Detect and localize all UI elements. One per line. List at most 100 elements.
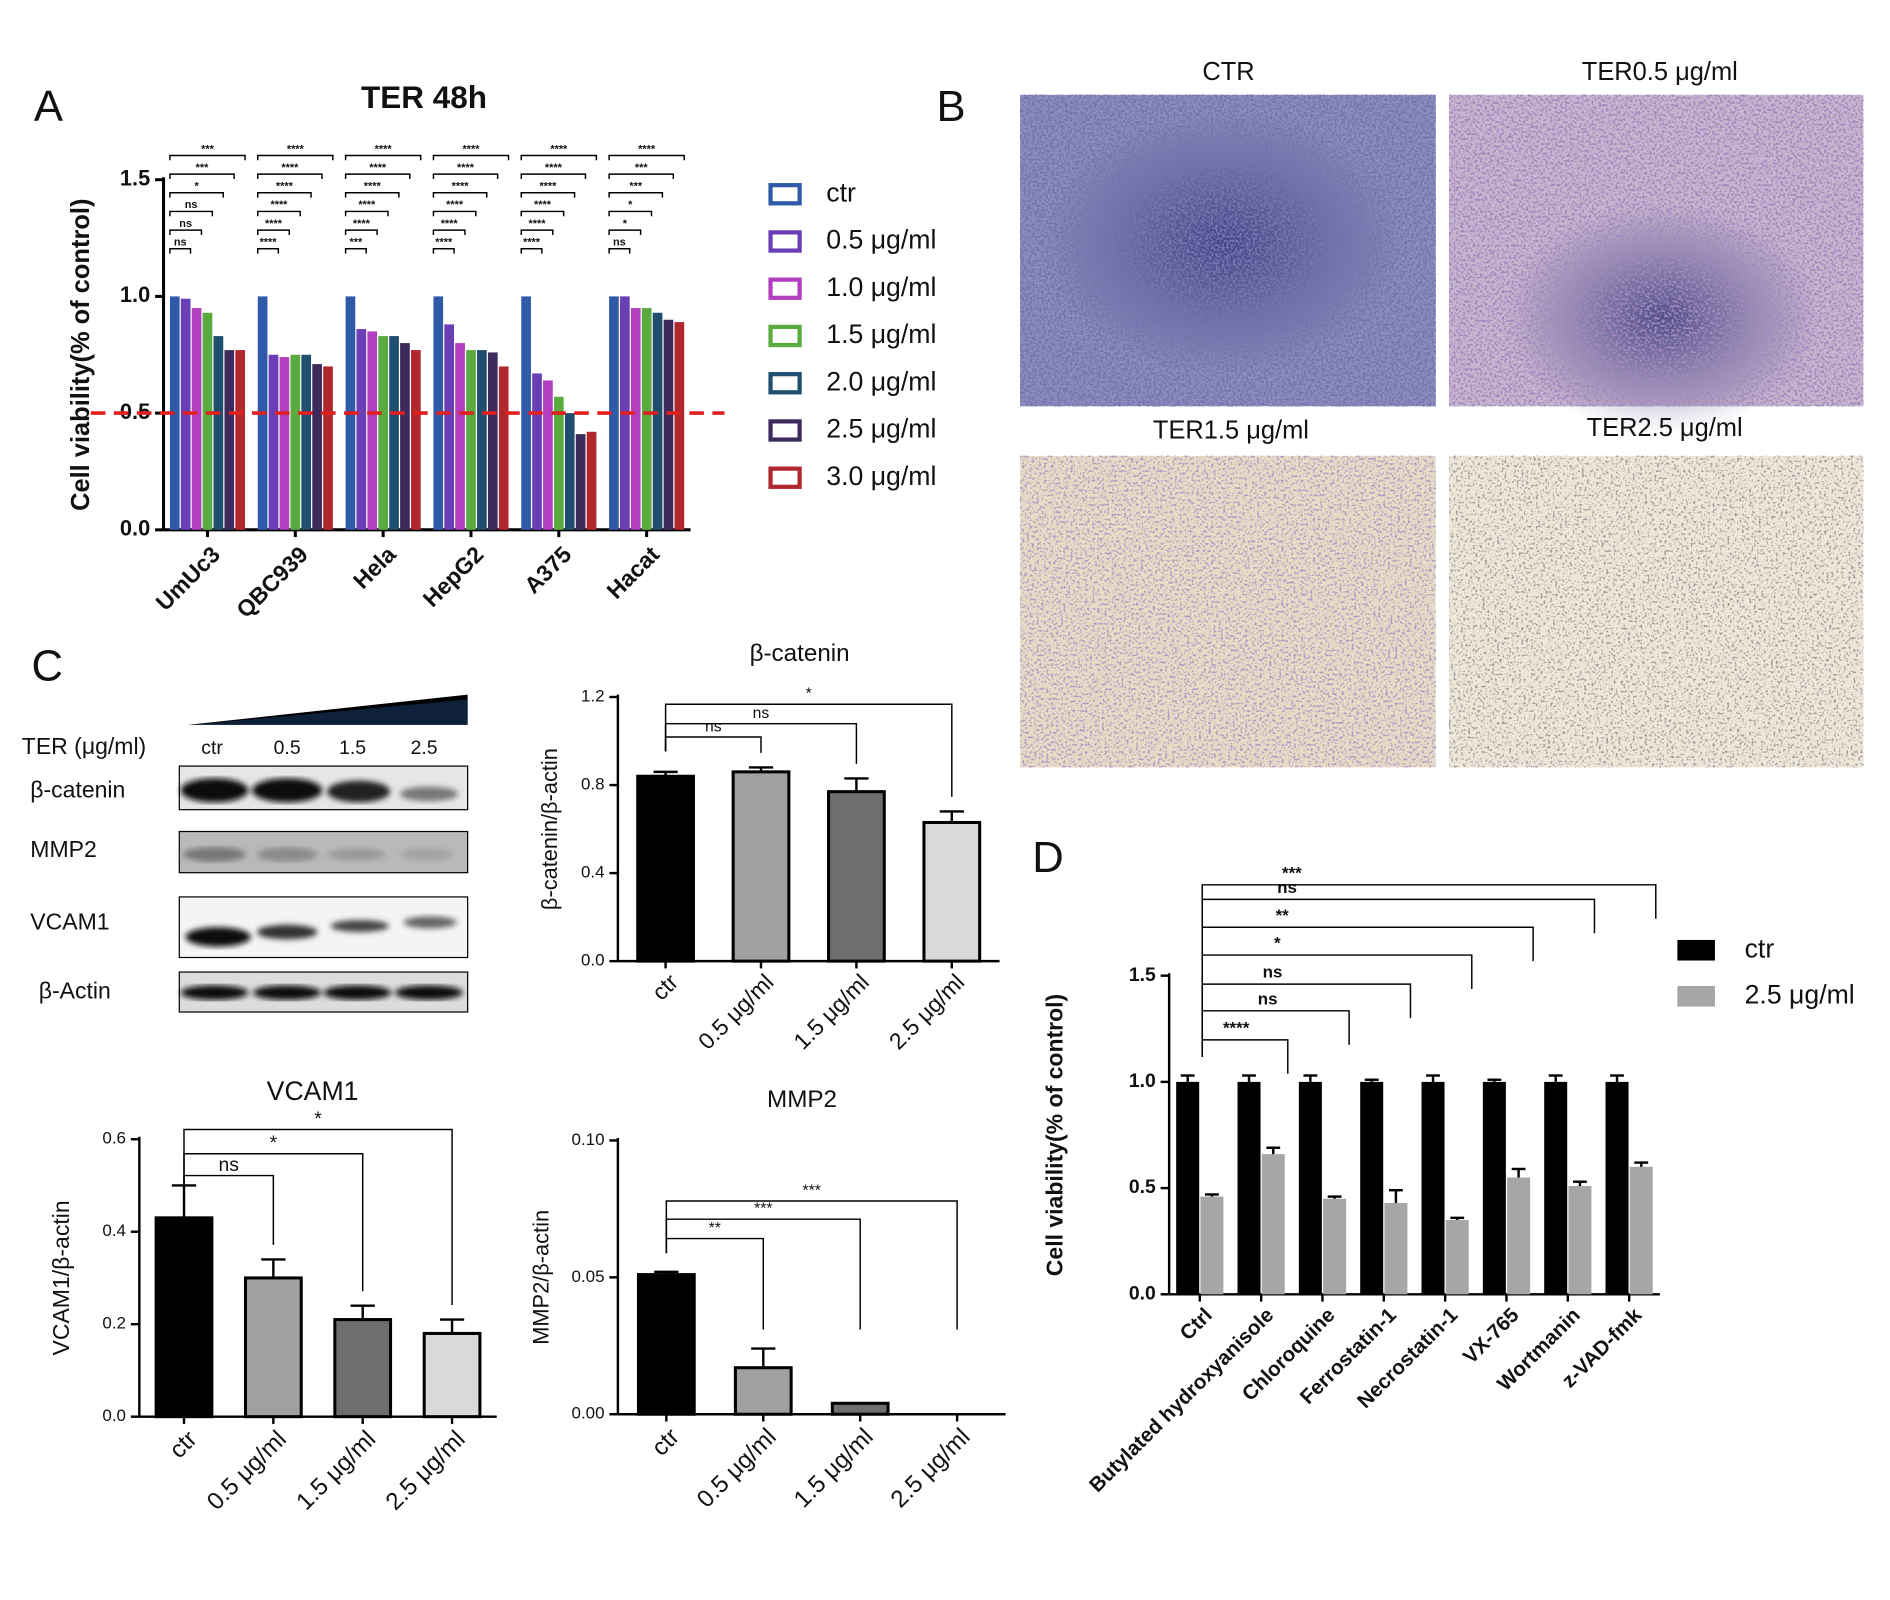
significance-label: ns [1277,878,1297,897]
y-tick-label: 0.2 [102,1314,126,1333]
band [180,985,249,1000]
bar [400,343,410,530]
bar [367,331,378,530]
x-tick-label: 0.5 μg/ml [692,1423,782,1513]
y-tick-label: 1.2 [581,687,605,706]
bar [224,350,235,530]
significance-bracket [608,229,642,235]
x-tick-label: UmUc3 [151,541,225,615]
bar [411,350,421,530]
lane-label: 2.5 [411,737,438,759]
lane-label: 1.5 [339,737,366,759]
bar [333,1318,393,1419]
bar [455,343,465,530]
bar [641,308,652,530]
significance-bracket [257,229,290,235]
significance-label: **** [441,218,459,230]
x-tick-label: 1.5 μg/ml [789,1423,879,1513]
x-tick-label: QBC939 [231,541,313,623]
x-tick-label: Hacat [601,541,664,604]
significance-bracket [257,210,301,217]
bar [378,336,388,530]
significance-label: **** [265,218,283,230]
bar [477,350,487,530]
significance-label: **** [529,218,547,230]
band [403,916,457,929]
bar [1200,1196,1224,1295]
y-tick-label: 1.0 [1129,1070,1156,1092]
significance-bracket [608,154,685,161]
bands [180,985,463,1000]
significance-bracket [432,192,488,198]
significance-label: ns [179,218,192,230]
bar [1629,1166,1653,1295]
significance-bracket [344,173,411,179]
bar [389,336,399,530]
panel-label: D [1032,834,1064,882]
significance-bracket [169,210,214,217]
x-tick-label: ctr [647,969,684,1006]
legend-swatch [768,466,802,489]
significance-label: **** [539,181,557,193]
significance-label: **** [452,181,470,193]
significance-label: **** [375,143,393,155]
significance-label: *** [635,162,648,174]
bar [1445,1219,1469,1295]
bar [630,308,641,530]
legend-label: 1.5 μg/ml [826,319,936,349]
significance-bracket [432,229,466,235]
significance-label: **** [276,181,294,193]
micrograph-title: TER0.5 μg/ml [1582,58,1738,86]
y-axis-label: MMP2/β-actin [529,1210,554,1345]
significance-label: ns [185,199,198,211]
lane-label: ctr [201,737,223,759]
bar [279,357,290,530]
bar [1544,1081,1568,1295]
bar [1568,1185,1592,1295]
significance-label: *** [754,1201,772,1218]
bar [1261,1154,1285,1295]
band [185,927,251,947]
significance-label: **** [287,143,305,155]
micrograph-panel: CTR TER0.5 μg/ml TER1.5 μg/ml TER2.5 μg/… [1020,58,1864,768]
bar [290,354,301,530]
legend-swatch [768,230,802,253]
band [256,847,318,862]
significance-bracket [257,192,312,198]
bar [543,380,553,530]
y-tick-label: 0.8 [581,775,605,794]
x-tick-label: 1.5 μg/ml [291,1426,381,1516]
protein-label: β-Actin [39,978,111,1004]
significance-bracket [169,248,192,254]
bar [422,1331,482,1419]
significance-label: * [806,686,812,703]
x-tick-label: ctr [164,1426,202,1464]
x-tick-label: Hela [348,541,401,594]
band [330,919,389,933]
bar [154,1216,214,1419]
bar [1605,1081,1629,1295]
x-tick-label: HepG2 [418,541,489,612]
bar [564,413,575,530]
legend-label: ctr [826,177,856,207]
significance-bracket [169,229,203,235]
bar [652,312,663,530]
legend-swatch [768,183,802,206]
significance-bracket [257,154,334,161]
significance-bracket [344,192,400,198]
protein-label: MMP2 [30,836,96,862]
significance-label: **** [435,237,453,249]
significance-bracket [608,192,664,198]
significance-label: * [194,181,199,193]
bar [1298,1081,1322,1295]
protein-label: β-catenin [30,777,125,803]
bar [202,312,213,530]
significance-label: **** [369,162,387,174]
legend-label: 0.5 μg/ml [826,225,936,255]
bar [733,1366,793,1416]
significance-bracket [432,248,455,254]
significance-bracket [520,210,565,217]
bar [532,373,542,530]
significance-label: ns [753,705,770,722]
band [252,778,323,803]
